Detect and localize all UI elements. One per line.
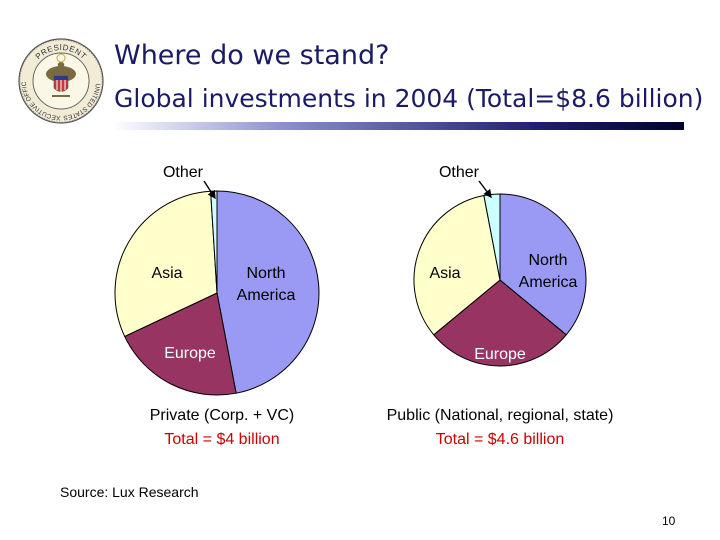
- slice-label-north-america: North: [246, 265, 285, 282]
- other-arrow: [478, 180, 492, 199]
- slice-label-other: Other: [163, 164, 204, 181]
- page-title: Where do we stand?: [114, 40, 390, 71]
- source-note: Source: Lux Research: [60, 484, 199, 500]
- pie-slice-asia: [413, 194, 501, 336]
- page-subtitle: Global investments in 2004 (Total=$8.6 b…: [114, 84, 704, 113]
- chart-total-label: Total = $4 billion: [164, 431, 279, 448]
- slice-label-north-america: America: [237, 287, 296, 304]
- slice-label-asia: Asia: [429, 265, 460, 282]
- slice-label-europe: Europe: [164, 345, 216, 362]
- pie-slice-north-america: [216, 190, 320, 394]
- slice-label-north-america: North: [528, 252, 567, 269]
- chart-caption: Private (Corp. + VC): [150, 407, 294, 424]
- slice-label-north-america: America: [519, 274, 578, 291]
- chart-caption: Public (National, regional, state): [387, 407, 614, 424]
- pie-slice-europe: [124, 292, 237, 396]
- pie-slice-europe: [433, 279, 567, 367]
- slice-label-other: Other: [439, 164, 480, 181]
- title-underline: [112, 122, 684, 130]
- seal-logo: PRESIDENT EXECUTIVE OFFICE UNITED STATES: [18, 38, 104, 124]
- page-number: 10: [662, 514, 676, 528]
- slice-label-europe: Europe: [474, 346, 526, 363]
- slice-label-asia: Asia: [151, 265, 182, 282]
- other-arrow: [203, 180, 216, 200]
- pie-slice-asia: [114, 190, 218, 338]
- pie-slice-north-america: [499, 193, 587, 336]
- chart-total-label: Total = $4.6 billion: [436, 431, 565, 448]
